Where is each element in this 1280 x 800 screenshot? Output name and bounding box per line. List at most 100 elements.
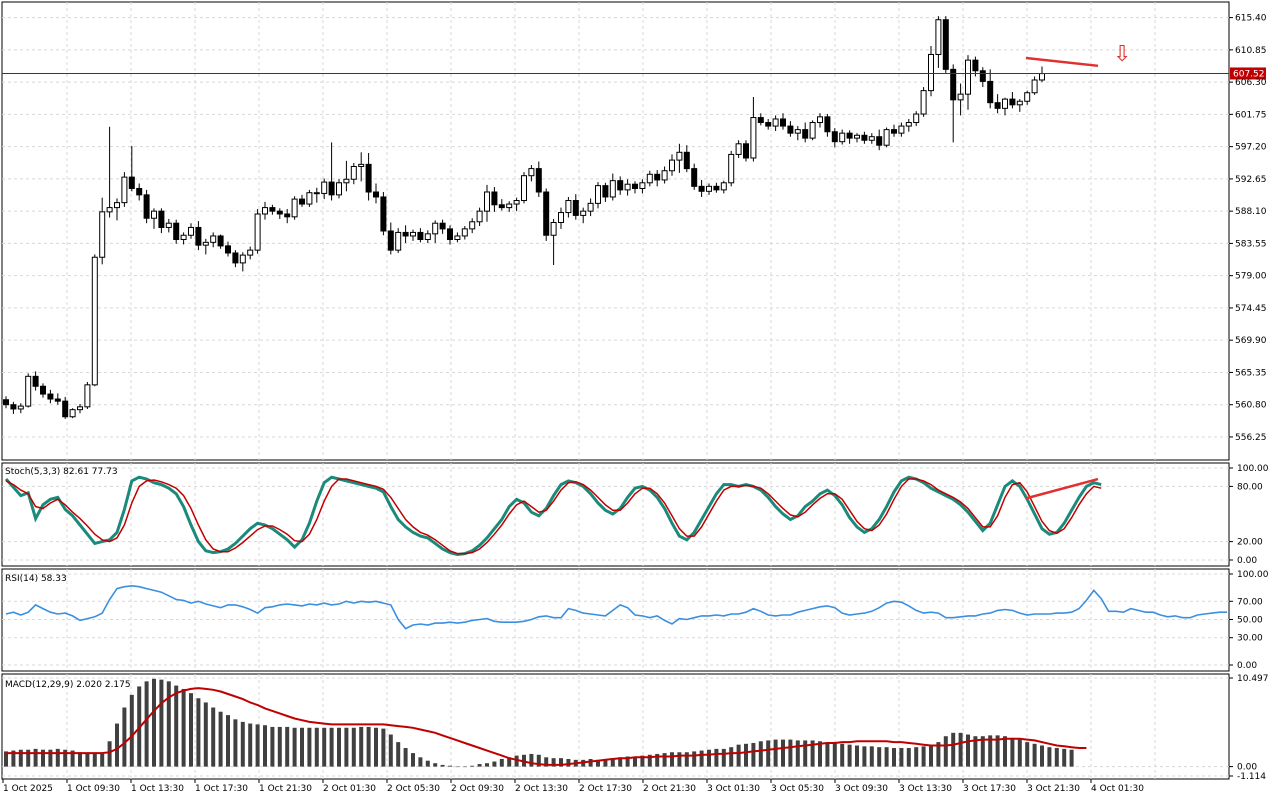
candle-body[interactable] [757,117,764,124]
candle-body[interactable] [350,165,357,180]
candle-body[interactable] [410,231,416,237]
candle-body[interactable] [3,399,9,406]
candle-body[interactable] [476,210,483,223]
candle-body[interactable] [846,132,853,139]
candle-body[interactable] [1009,98,1016,106]
candle-body[interactable] [380,196,387,232]
candle-body[interactable] [1031,79,1038,94]
candle-body[interactable] [432,222,439,235]
candle-body[interactable] [291,198,298,218]
candle-body[interactable] [565,200,572,214]
candle-body[interactable] [84,384,91,408]
candle-body[interactable] [831,131,838,143]
candle-body[interactable] [920,90,927,115]
candle-body[interactable] [809,122,816,139]
candle-body[interactable] [528,168,535,177]
candle-body[interactable] [765,122,772,127]
candle-body[interactable] [950,68,957,101]
candle-body[interactable] [336,182,342,196]
candle-body[interactable] [173,222,180,241]
candle-body[interactable] [313,192,320,195]
candle-body[interactable] [706,185,712,192]
candle-body[interactable] [535,168,542,193]
candle-body[interactable] [10,404,17,410]
candle-body[interactable] [868,136,875,141]
candle-body[interactable] [1002,98,1008,109]
candle-body[interactable] [491,191,498,206]
candle-body[interactable] [454,235,461,241]
candle-body[interactable] [787,125,794,134]
candle-body[interactable] [269,207,276,212]
candle-body[interactable] [698,185,705,192]
candle-body[interactable] [17,405,24,410]
candle-body[interactable] [772,118,779,127]
candle-body[interactable] [262,207,268,215]
candle-body[interactable] [165,222,172,228]
candle-body[interactable] [824,116,831,133]
candle-body[interactable] [580,210,587,216]
candle-body[interactable] [513,200,520,205]
candle-body[interactable] [402,231,409,237]
candle-body[interactable] [891,129,897,134]
candle-body[interactable] [617,180,624,191]
candle-body[interactable] [469,221,476,230]
candle-body[interactable] [121,176,128,204]
candle-body[interactable] [25,375,32,407]
candle-body[interactable] [77,406,83,411]
candle-body[interactable] [802,129,809,139]
candle-body[interactable] [669,159,675,172]
candle-body[interactable] [935,19,942,55]
candle-body[interactable] [928,53,934,92]
candle-body[interactable] [550,221,557,236]
candle-body[interactable] [639,182,646,189]
candle-body[interactable] [587,202,594,212]
candle-body[interactable] [661,170,668,181]
candle-body[interactable] [114,202,120,209]
candle-body[interactable] [720,182,727,191]
candle-body[interactable] [861,134,868,141]
candle-body[interactable] [395,231,402,251]
candle-body[interactable] [62,400,69,418]
candle-body[interactable] [883,129,890,146]
candle-body[interactable] [136,187,143,196]
candle-body[interactable] [676,151,683,161]
candle-body[interactable] [987,80,994,104]
candle-body[interactable] [202,241,209,246]
candle-body[interactable] [321,181,328,194]
sell-arrow-icon[interactable]: ⇩ [1113,42,1131,67]
macd-panel[interactable] [4,678,1087,768]
candle-body[interactable] [32,375,39,387]
rsi-panel[interactable] [5,584,1227,630]
candle-body[interactable] [128,176,135,189]
candle-body[interactable] [299,198,305,205]
candle-body[interactable] [91,256,98,386]
candle-body[interactable] [558,212,564,223]
candle-body[interactable] [254,213,261,251]
candle-body[interactable] [646,173,653,184]
candle-body[interactable] [1016,100,1023,106]
candle-body[interactable] [876,136,883,146]
candle-body[interactable] [461,228,468,237]
candle-body[interactable] [972,59,979,72]
candle-body[interactable] [328,181,335,196]
candle-body[interactable] [979,70,986,82]
candle-body[interactable] [424,233,431,241]
candle-body[interactable] [417,231,424,241]
candle-body[interactable] [365,163,372,193]
candle-body[interactable] [1039,73,1045,81]
candle-body[interactable] [572,200,579,216]
candle-body[interactable] [898,125,905,134]
candle-body[interactable] [54,398,61,402]
candle-body[interactable] [276,210,283,215]
candle-body[interactable] [217,235,224,247]
candle-body[interactable] [343,178,350,184]
candle-body[interactable] [180,234,187,241]
candle-body[interactable] [817,116,823,124]
candle-body[interactable] [439,222,446,230]
candle-body[interactable] [99,211,106,258]
candle-body[interactable] [854,134,860,139]
candle-body[interactable] [387,230,394,251]
candle-body[interactable] [965,59,971,95]
candle-body[interactable] [632,183,638,189]
